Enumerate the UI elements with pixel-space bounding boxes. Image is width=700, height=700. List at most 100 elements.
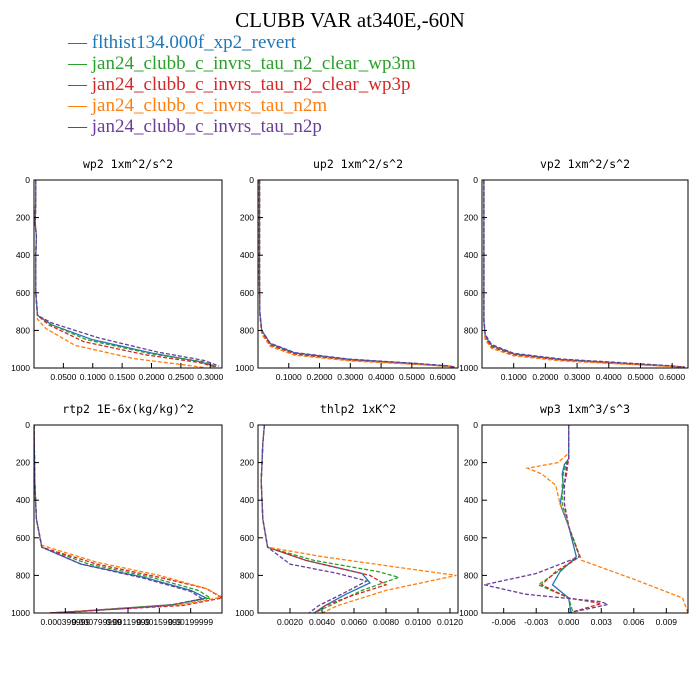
series-line: [34, 425, 213, 613]
series-line: [260, 425, 457, 613]
series-line: [34, 180, 217, 368]
series-line: [34, 425, 205, 613]
y-tick-label: 200: [16, 213, 30, 223]
legend-entry: — jan24_clubb_c_invrs_tau_n2_clear_wp3m: [67, 53, 416, 74]
series-line: [483, 180, 685, 368]
x-tick-label: 0.6000: [430, 372, 456, 382]
x-tick-label: 0.006: [623, 617, 645, 627]
x-tick-label: 0.0020: [277, 617, 303, 627]
series-group: [483, 180, 685, 368]
panel-6: wp3 1xm^3/s^3 0 200 400 600 800 1000 -0.006 -0.0…: [459, 402, 689, 627]
x-tick-label: 0.5000: [627, 372, 653, 382]
x-tick-label: 0.1000: [501, 372, 527, 382]
x-tick-label: -0.006: [492, 617, 516, 627]
panel-frame: [481, 179, 689, 369]
series-line: [34, 180, 205, 368]
series-line: [483, 180, 685, 368]
x-tick-label: 0.4000: [368, 372, 394, 382]
panel-title: vp2 1xm^2/s^2: [540, 157, 630, 171]
y-tick-label: 1000: [235, 363, 254, 373]
x-tick-label: 0.1000: [276, 372, 302, 382]
legend-entry: — jan24_clubb_c_invrs_tau_n2p: [67, 116, 322, 137]
y-tick-label: 1000: [11, 608, 30, 618]
y-tick-label: 600: [16, 288, 30, 298]
panel-title: thlp2 1xK^2: [320, 402, 396, 416]
y-tick-label: 600: [240, 288, 254, 298]
series-group: [34, 180, 220, 368]
y-tick-label: 600: [464, 288, 478, 298]
legend-entry: — jan24_clubb_c_invrs_tau_n2_clear_wp3p: [67, 74, 410, 95]
x-tick-label: 0.009: [656, 617, 678, 627]
x-tick-label: 0.5000: [399, 372, 425, 382]
panel-title: wp3 1xm^3/s^3: [540, 402, 630, 416]
panel-frame: [33, 179, 223, 369]
y-tick-label: 1000: [235, 608, 254, 618]
y-tick-label: 400: [464, 250, 478, 260]
x-tick-label: 0.00119999: [106, 617, 151, 627]
y-tick-label: 400: [16, 250, 30, 260]
x-tick-label: 0.0040: [309, 617, 335, 627]
y-tick-label: 0: [473, 420, 478, 430]
x-tick-label: 0.000: [558, 617, 580, 627]
series-line: [540, 425, 602, 613]
panel-title: wp2 1xm^2/s^2: [83, 157, 173, 171]
series-group: [258, 180, 456, 368]
legend-entry: — jan24_clubb_c_invrs_tau_n2m: [67, 95, 327, 116]
y-tick-label: 1000: [11, 363, 30, 373]
y-tick-label: 800: [464, 325, 478, 335]
panel-3: vp2 1xm^2/s^2 0 200 400 600 800 1000 0.1000 0.20…: [459, 157, 689, 382]
x-tick-label: 0.0500: [50, 372, 76, 382]
y-tick-label: 0: [249, 175, 254, 185]
panel-4: rtp2 1E-6x(kg/kg)^2 0 200 400 600 800 1000 0.00…: [11, 402, 223, 627]
y-tick-label: 0: [25, 420, 30, 430]
series-line: [483, 180, 685, 368]
y-tick-label: 600: [240, 533, 254, 543]
y-tick-label: 600: [464, 533, 478, 543]
y-tick-label: 200: [16, 458, 30, 468]
series-line: [260, 425, 369, 613]
series-line: [34, 180, 217, 368]
y-tick-label: 800: [464, 570, 478, 580]
series-line: [537, 425, 581, 613]
y-tick-label: 400: [16, 495, 30, 505]
y-tick-label: 0: [473, 175, 478, 185]
x-tick-label: 0.0120: [437, 617, 463, 627]
panel-1: wp2 1xm^2/s^2 0 200 400 600 800 1000 0.0500 0.10…: [11, 157, 223, 382]
panel-frame: [257, 179, 459, 369]
y-tick-label: 400: [240, 495, 254, 505]
y-tick-label: 800: [240, 570, 254, 580]
y-tick-label: 0: [25, 175, 30, 185]
series-line: [483, 180, 685, 368]
series-line: [258, 180, 455, 368]
x-tick-label: 0.3000: [337, 372, 363, 382]
panels: wp2 1xm^2/s^2 0 200 400 600 800 1000 0.0500 0.10…: [11, 157, 689, 627]
series-line: [258, 180, 455, 368]
y-tick-label: 200: [464, 213, 478, 223]
x-tick-label: 0.3000: [197, 372, 223, 382]
y-tick-label: 800: [16, 325, 30, 335]
x-tick-label: 0.3000: [564, 372, 590, 382]
y-tick-label: 400: [464, 495, 478, 505]
series-line: [34, 180, 220, 367]
panel-5: thlp2 1xK^2 0 200 400 600 800 1000 0.0020 0.0040…: [235, 402, 463, 627]
x-tick-label: 0.1500: [109, 372, 135, 382]
x-tick-label: 0.6000: [659, 372, 685, 382]
y-tick-label: 200: [464, 458, 478, 468]
panel-title: up2 1xm^2/s^2: [313, 157, 403, 171]
legend: — flthist134.000f_xp2_revert— jan24_club…: [67, 32, 416, 137]
x-tick-label: 0.000399999: [41, 617, 91, 627]
series-line: [260, 425, 372, 613]
x-tick-label: 0.2000: [307, 372, 333, 382]
y-tick-label: 800: [240, 325, 254, 335]
panel-title: rtp2 1E-6x(kg/kg)^2: [62, 402, 194, 416]
x-tick-label: 0.0060: [341, 617, 367, 627]
series-line: [551, 425, 578, 613]
series-group: [484, 425, 688, 613]
y-tick-label: 200: [240, 458, 254, 468]
panel-2: up2 1xm^2/s^2 0 200 400 600 800 1000 0.1000 0.20…: [235, 157, 459, 382]
x-tick-label: 0.00199999: [168, 617, 213, 627]
x-tick-label: 0.0080: [373, 617, 399, 627]
y-tick-label: 600: [16, 533, 30, 543]
x-tick-label: -0.003: [524, 617, 548, 627]
y-tick-label: 800: [16, 570, 30, 580]
